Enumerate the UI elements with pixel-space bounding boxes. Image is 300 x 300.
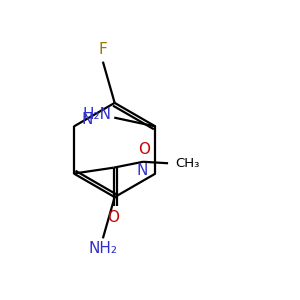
Text: NH₂: NH₂ — [88, 241, 117, 256]
Text: N: N — [81, 112, 93, 127]
Text: O: O — [139, 142, 151, 158]
Text: N: N — [137, 163, 148, 178]
Text: O: O — [108, 210, 120, 225]
Text: H₂N: H₂N — [82, 107, 111, 122]
Text: F: F — [98, 42, 107, 57]
Text: CH₃: CH₃ — [176, 157, 200, 170]
